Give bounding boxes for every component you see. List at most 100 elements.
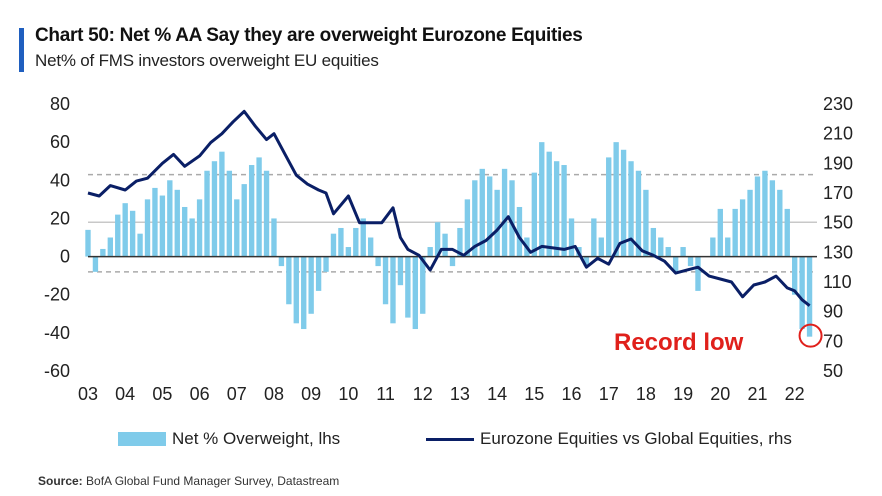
lhs-tick-label: -60 [44, 361, 70, 381]
bar [390, 256, 396, 324]
bar [725, 237, 731, 257]
chart-title: Chart 50: Net % AA Say they are overweig… [35, 25, 583, 46]
lhs-tick-label: -20 [44, 285, 70, 305]
bar [687, 256, 694, 267]
bar [301, 256, 307, 330]
bar [628, 161, 634, 257]
bar [643, 189, 649, 257]
x-tick-label: 10 [338, 384, 358, 404]
bar [293, 256, 299, 324]
x-tick-label: 03 [78, 384, 98, 404]
x-tick-label: 08 [264, 384, 284, 404]
bar [710, 237, 716, 257]
x-tick-label: 22 [785, 384, 805, 404]
bar [561, 165, 567, 257]
bar [204, 170, 210, 257]
bar [539, 142, 545, 257]
x-tick-label: 06 [190, 384, 210, 404]
bar [100, 248, 106, 257]
rhs-tick-label: 50 [823, 361, 843, 381]
x-tick-label: 05 [152, 384, 172, 404]
bar [271, 218, 277, 257]
bar [494, 189, 500, 257]
lhs-tick-label: 0 [60, 247, 70, 267]
bar [434, 222, 441, 257]
bar [501, 168, 508, 257]
bar [345, 247, 352, 257]
bar [397, 256, 404, 286]
lhs-tick-label: 60 [50, 132, 70, 152]
bar [174, 189, 180, 257]
bar [784, 208, 790, 257]
bar [769, 180, 776, 257]
bar [635, 170, 642, 257]
x-tick-label: 09 [301, 384, 321, 404]
bar [323, 256, 329, 272]
bar [405, 256, 411, 318]
bar [211, 161, 218, 257]
bar [509, 180, 515, 257]
x-tick-label: 20 [710, 384, 730, 404]
bar [107, 237, 113, 257]
bar [442, 233, 448, 257]
record-low-marker [798, 323, 823, 348]
bar [278, 256, 285, 267]
bar [583, 256, 590, 267]
bar [263, 170, 270, 257]
legend-bars-swatch [118, 432, 166, 446]
legend-line-swatch [426, 437, 474, 441]
bar [591, 218, 597, 257]
rhs-tick-label: 90 [823, 302, 843, 322]
bar [92, 256, 99, 272]
x-tick-label: 19 [673, 384, 693, 404]
source-label: Source: [38, 474, 83, 488]
bar [754, 176, 761, 257]
x-tick-label: 12 [413, 384, 433, 404]
bar [152, 187, 158, 257]
bar [226, 170, 233, 257]
bar [546, 151, 552, 257]
rhs-tick-label: 150 [823, 213, 853, 233]
bar [799, 256, 805, 330]
x-tick-label: 04 [115, 384, 135, 404]
bar [568, 218, 575, 257]
bar [606, 157, 612, 257]
bar [159, 195, 166, 257]
x-tick-label: 13 [450, 384, 470, 404]
lhs-tick-label: 80 [50, 94, 70, 114]
bar [182, 206, 188, 257]
bar [717, 208, 723, 257]
bar [129, 210, 136, 257]
bar [330, 233, 337, 257]
bar [360, 218, 366, 257]
bar [219, 151, 225, 257]
bar [680, 247, 686, 257]
rhs-tick-label: 190 [823, 153, 853, 173]
bar [672, 256, 679, 272]
bar [167, 180, 173, 257]
bar [382, 256, 389, 305]
bar [85, 229, 91, 257]
bar [479, 168, 485, 257]
bar [516, 206, 523, 257]
bar [196, 199, 203, 257]
bar [420, 256, 426, 314]
legend-line-label: Eurozone Equities vs Global Equities, rh… [480, 429, 792, 448]
bar [487, 176, 493, 257]
bar [806, 256, 813, 337]
bar [665, 247, 671, 257]
bar [286, 256, 292, 305]
bar [658, 237, 664, 257]
bar [762, 170, 768, 257]
lhs-tick-label: 20 [50, 208, 70, 228]
bar [241, 184, 247, 257]
rhs-tick-label: 130 [823, 242, 853, 262]
bar [367, 237, 374, 257]
rhs-tick-label: 230 [823, 94, 853, 114]
x-tick-label: 18 [636, 384, 656, 404]
bar [777, 189, 783, 257]
legend-bars: Net % Overweight, lhs [118, 429, 340, 449]
record-low-annotation: Record low [614, 329, 744, 356]
bar [620, 149, 627, 257]
x-tick-label: 17 [599, 384, 619, 404]
